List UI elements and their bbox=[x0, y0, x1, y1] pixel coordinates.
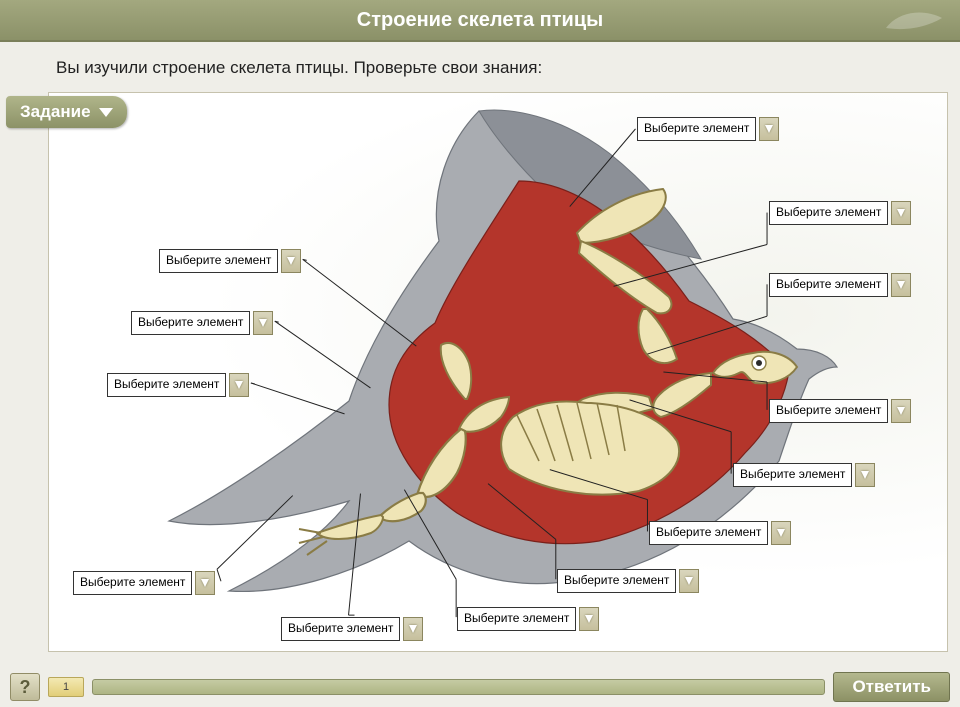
label-dropdown-11[interactable]: Выберите элемент bbox=[107, 373, 249, 397]
label-text: Выберите элемент bbox=[73, 571, 192, 595]
task-tab[interactable]: Задание bbox=[6, 96, 127, 128]
progress-bar bbox=[92, 679, 825, 695]
dropdown-arrow-button[interactable] bbox=[679, 569, 699, 593]
footer-bar: ? 1 Ответить bbox=[0, 667, 960, 707]
answer-button-label: Ответить bbox=[852, 677, 931, 697]
label-dropdown-13[interactable]: Выберите элемент bbox=[159, 249, 301, 273]
label-text: Выберите элемент bbox=[557, 569, 676, 593]
diagram-canvas: Выберите элемент Выберите элемент Выберите… bbox=[48, 92, 948, 652]
triangle-down-icon bbox=[777, 529, 785, 537]
label-dropdown-1[interactable]: Выберите элемент bbox=[637, 117, 779, 141]
triangle-down-icon bbox=[287, 257, 295, 265]
label-dropdown-7[interactable]: Выберите элемент bbox=[557, 569, 699, 593]
label-text: Выберите элемент bbox=[733, 463, 852, 487]
dropdown-arrow-button[interactable] bbox=[253, 311, 273, 335]
chevron-down-icon bbox=[99, 108, 113, 117]
triangle-down-icon bbox=[861, 471, 869, 479]
help-icon: ? bbox=[20, 677, 31, 698]
triangle-down-icon bbox=[201, 579, 209, 587]
label-text: Выберите элемент bbox=[159, 249, 278, 273]
triangle-down-icon bbox=[259, 319, 267, 327]
label-text: Выберите элемент bbox=[457, 607, 576, 631]
dropdown-arrow-button[interactable] bbox=[281, 249, 301, 273]
dropdown-arrow-button[interactable] bbox=[403, 617, 423, 641]
label-dropdown-3[interactable]: Выберите элемент bbox=[769, 273, 911, 297]
label-dropdown-6[interactable]: Выберите элемент bbox=[649, 521, 791, 545]
canvas-background-deco bbox=[49, 93, 947, 651]
label-dropdown-5[interactable]: Выберите элемент bbox=[733, 463, 875, 487]
dropdown-arrow-button[interactable] bbox=[891, 201, 911, 225]
label-dropdown-10[interactable]: Выберите элемент bbox=[73, 571, 215, 595]
label-dropdown-8[interactable]: Выберите элемент bbox=[457, 607, 599, 631]
task-tab-label: Задание bbox=[20, 102, 91, 122]
dropdown-arrow-button[interactable] bbox=[579, 607, 599, 631]
triangle-down-icon bbox=[897, 281, 905, 289]
dropdown-arrow-button[interactable] bbox=[759, 117, 779, 141]
label-text: Выберите элемент bbox=[769, 399, 888, 423]
triangle-down-icon bbox=[585, 615, 593, 623]
label-dropdown-9[interactable]: Выберите элемент bbox=[281, 617, 423, 641]
page-header: Строение скелета птицы bbox=[0, 0, 960, 42]
label-dropdown-12[interactable]: Выберите элемент bbox=[131, 311, 273, 335]
label-text: Выберите элемент bbox=[107, 373, 226, 397]
label-text: Выберите элемент bbox=[649, 521, 768, 545]
label-text: Выберите элемент bbox=[637, 117, 756, 141]
dropdown-arrow-button[interactable] bbox=[891, 273, 911, 297]
triangle-down-icon bbox=[765, 125, 773, 133]
dropdown-arrow-button[interactable] bbox=[771, 521, 791, 545]
label-dropdown-4[interactable]: Выберите элемент bbox=[769, 399, 911, 423]
dropdown-arrow-button[interactable] bbox=[855, 463, 875, 487]
triangle-down-icon bbox=[897, 407, 905, 415]
label-text: Выберите элемент bbox=[131, 311, 250, 335]
triangle-down-icon bbox=[685, 577, 693, 585]
label-text: Выберите элемент bbox=[281, 617, 400, 641]
label-text: Выберите элемент bbox=[769, 201, 888, 225]
label-text: Выберите элемент bbox=[769, 273, 888, 297]
page-indicator: 1 bbox=[48, 677, 84, 697]
help-button[interactable]: ? bbox=[10, 673, 40, 701]
page-title: Строение скелета птицы bbox=[357, 9, 603, 32]
dropdown-arrow-button[interactable] bbox=[195, 571, 215, 595]
dropdown-arrow-button[interactable] bbox=[229, 373, 249, 397]
triangle-down-icon bbox=[235, 381, 243, 389]
header-decoration-icon bbox=[882, 6, 946, 36]
triangle-down-icon bbox=[409, 625, 417, 633]
answer-button[interactable]: Ответить bbox=[833, 672, 950, 702]
instruction-text: Вы изучили строение скелета птицы. Прове… bbox=[0, 42, 960, 86]
dropdown-arrow-button[interactable] bbox=[891, 399, 911, 423]
label-dropdown-2[interactable]: Выберите элемент bbox=[769, 201, 911, 225]
triangle-down-icon bbox=[897, 209, 905, 217]
